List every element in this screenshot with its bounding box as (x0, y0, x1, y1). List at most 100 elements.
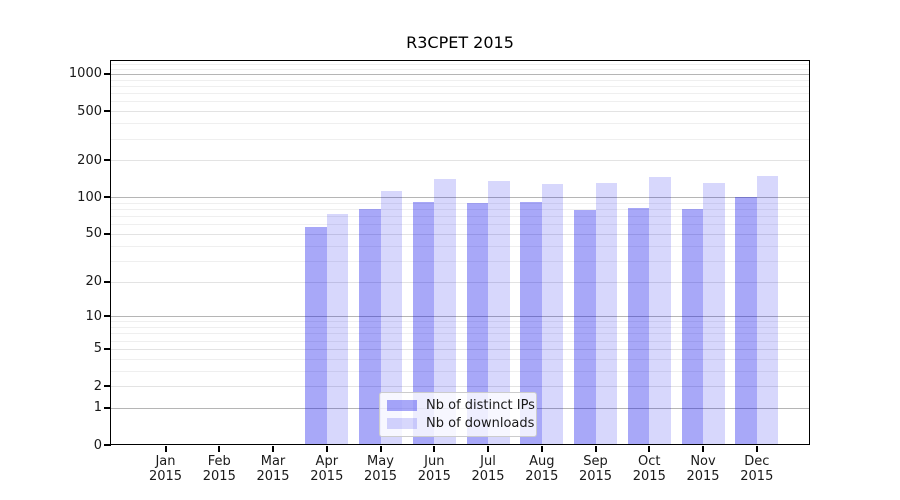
x-tick-label: Apr 2015 (295, 454, 359, 484)
x-tick-label: Aug 2015 (510, 454, 574, 484)
y-tick-label: 10 (85, 308, 102, 324)
x-tick-label: Oct 2015 (617, 454, 681, 484)
y-tick (104, 444, 111, 446)
chart-title: R3CPET 2015 (406, 33, 514, 52)
bar-downloads-jun (434, 179, 456, 445)
y-tick (104, 385, 111, 387)
gridline (111, 316, 809, 318)
x-tick (218, 446, 221, 452)
x-tick (755, 446, 758, 452)
y-tick (104, 347, 111, 350)
x-tick-label: Nov 2015 (671, 454, 735, 484)
gridline (111, 260, 809, 262)
gridline (111, 333, 809, 335)
legend-swatch-distinct-ips (387, 400, 417, 411)
x-tick-label: Jan 2015 (134, 454, 198, 484)
gridline (111, 73, 809, 75)
y-tick (104, 315, 111, 318)
legend-swatch-downloads (387, 418, 417, 429)
x-tick-label: Feb 2015 (187, 454, 251, 484)
legend-entry-distinct-ips: Nb of distinct IPs (387, 398, 535, 413)
gridline (111, 327, 809, 328)
gridline (111, 358, 809, 360)
gridline (111, 197, 809, 199)
y-tick-label: 200 (77, 152, 102, 168)
y-tick (104, 72, 111, 75)
bar-ips-jun (412, 201, 435, 445)
bar-downloads-dec (756, 175, 779, 445)
x-tick-label: Jun 2015 (402, 454, 466, 484)
y-tick-label: 500 (77, 103, 102, 119)
gridline (111, 138, 809, 140)
bar-ips-aug (520, 202, 542, 445)
y-tick-label: 20 (85, 274, 102, 289)
gridline (111, 111, 809, 113)
gridline (111, 233, 809, 235)
legend-label-distinct-ips: Nb of distinct IPs (426, 397, 535, 413)
bar-downloads-oct (649, 177, 671, 445)
legend-entry-downloads: Nb of downloads (387, 416, 534, 431)
y-tick-label: 1000 (68, 66, 102, 82)
bar-ips-sep (574, 209, 596, 445)
x-tick (540, 446, 543, 452)
gridline (111, 245, 809, 247)
gridline (111, 85, 809, 87)
y-tick-label: 2 (93, 378, 102, 394)
gridline (111, 224, 809, 226)
x-tick-label-year: 2015 (686, 469, 720, 484)
x-tick-label-year: 2015 (525, 469, 559, 484)
bar-ips-oct (627, 207, 650, 445)
x-tick-label-year: 2015 (148, 469, 183, 484)
x-tick-label-year: 2015 (363, 469, 398, 484)
x-tick-label-year: 2015 (202, 469, 236, 484)
x-tick (164, 446, 167, 452)
y-tick-label: 5 (93, 341, 102, 357)
gridline (111, 321, 809, 323)
gridline (111, 209, 809, 210)
legend: Nb of distinct IPs Nb of downloads (379, 392, 537, 437)
gridline (111, 64, 809, 66)
bar-downloads-jul (488, 180, 510, 445)
x-tick (648, 446, 651, 452)
gridline (111, 101, 809, 103)
x-tick-label: Sep 2015 (564, 454, 628, 484)
x-tick (487, 446, 489, 452)
bar-ips-nov (681, 209, 703, 445)
y-tick (104, 232, 111, 235)
bar-downloads-nov (703, 183, 725, 445)
bar-ips-jul (466, 202, 488, 445)
gridline (111, 79, 809, 81)
x-tick (272, 446, 274, 452)
x-tick-label-year: 2015 (310, 469, 344, 484)
gridline (111, 160, 809, 162)
x-tick (379, 446, 382, 452)
y-tick (104, 110, 111, 113)
bar-ips-may (359, 209, 381, 445)
y-tick (104, 406, 111, 409)
x-tick (594, 446, 597, 452)
x-tick-label-year: 2015 (740, 469, 774, 484)
bar-downloads-aug (541, 184, 564, 445)
x-tick-label: May 2015 (349, 454, 413, 484)
y-tick (104, 159, 111, 162)
gridline (111, 202, 809, 204)
bar-ips-apr (305, 226, 327, 445)
y-tick-label: 1 (93, 400, 102, 416)
x-tick (325, 446, 328, 452)
bar-downloads-may (380, 191, 402, 445)
bar-downloads-sep (595, 183, 617, 445)
gridline (111, 386, 809, 387)
gridline (111, 216, 809, 218)
x-tick-label-year: 2015 (578, 469, 613, 484)
gridline (111, 348, 809, 350)
y-tick (104, 280, 111, 283)
x-tick-label-year: 2015 (471, 469, 505, 484)
x-tick (433, 446, 436, 452)
x-tick-label-year: 2015 (256, 469, 290, 484)
y-tick-label: 50 (85, 226, 102, 242)
y-tick-label: 0 (93, 437, 102, 453)
x-tick (702, 446, 704, 452)
x-tick-label: Dec 2015 (725, 454, 789, 484)
gridline (111, 123, 809, 125)
